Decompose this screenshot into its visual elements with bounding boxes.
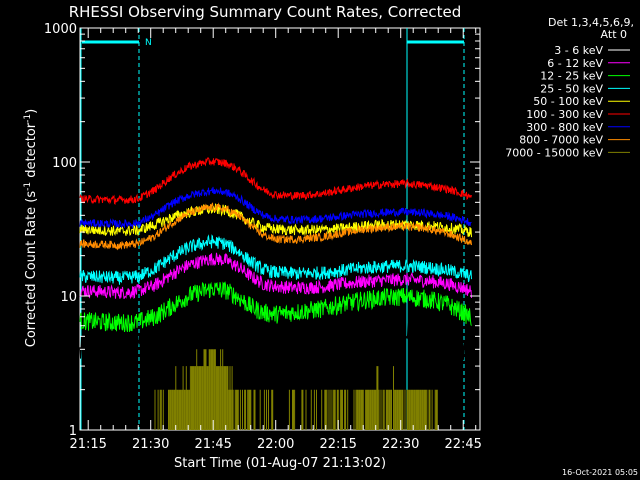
series-line [79, 234, 472, 285]
series-300-800-kev [79, 186, 472, 230]
series-50-100-kev [79, 203, 472, 238]
series-7000-15000-kev [154, 349, 438, 430]
x-tick-label: 21:30 [132, 437, 169, 452]
series-25-50-kev [79, 234, 472, 285]
legend-label-800-7000-kev: 800 - 7000 keV [519, 134, 603, 147]
y-axis-label-sup2: -1 [23, 114, 33, 123]
legend-header-attenuator: Att 0 [601, 28, 627, 41]
series-line [79, 271, 472, 372]
series-100-300-kev [79, 157, 472, 206]
y-tick-label: 10 [60, 290, 77, 305]
y-axis-label-part1: Corrected Count Rate (s [24, 191, 39, 348]
x-tick-label: 21:45 [194, 437, 231, 452]
legend-label-7000-15000-kev: 7000 - 15000 keV [505, 146, 603, 159]
y-tick-label: 100 [52, 156, 77, 171]
series-line [79, 202, 472, 251]
y-tick-label: 1000 [44, 22, 77, 37]
series-line [79, 252, 472, 300]
y-tick-label: 1 [69, 424, 77, 439]
observing-markers: N [80, 28, 465, 430]
x-tick-label: 21:15 [69, 437, 106, 452]
legend-header-detectors: Det 1,3,4,5,6,9, [548, 16, 634, 29]
data-series [79, 157, 472, 430]
legend-label-6-12-kev: 6 - 12 keV [547, 57, 603, 70]
series-line [79, 157, 472, 206]
legend-label-100-300-kev: 100 - 300 keV [526, 108, 603, 121]
series-6-12-kev [79, 252, 472, 300]
series-line [79, 281, 472, 333]
x-tick-label: 22:15 [319, 437, 356, 452]
marker-label: N [145, 38, 152, 48]
x-tick-label: 22:30 [382, 437, 419, 452]
legend-label-12-25-kev: 12 - 25 keV [540, 70, 603, 83]
series-line [154, 349, 438, 430]
footer-timestamp: 16-Oct-2021 05:05 [562, 468, 638, 477]
x-tick-label: 22:45 [444, 437, 481, 452]
chart-title: RHESSI Observing Summary Count Rates, Co… [69, 3, 462, 21]
axis-ticks: 1 10 100 1000 21:15 21:30 21:45 22:00 22:15 22:30… [44, 22, 482, 452]
legend-label-3-6-kev: 3 - 6 keV [554, 44, 603, 57]
series-line [79, 203, 472, 238]
series-3-6-kev [79, 271, 472, 372]
x-tick-label: 22:00 [257, 437, 294, 452]
series-line [79, 186, 472, 230]
series-12-25-kev [79, 281, 472, 333]
series-800-7000-kev [79, 202, 472, 251]
y-axis-label-sup1: -1 [23, 182, 33, 191]
legend-label-50-100-kev: 50 - 100 keV [533, 95, 603, 108]
legend-label-300-800-kev: 300 - 800 keV [526, 121, 603, 134]
y-axis-label-part3: ) [24, 109, 39, 114]
y-axis-label: Corrected Count Rate (s-1 detector-1) [23, 109, 39, 347]
x-axis-label: Start Time (01-Aug-07 21:13:02) [174, 456, 386, 471]
y-axis-label-part2: detector [24, 122, 39, 182]
legend-label-25-50-kev: 25 - 50 keV [540, 82, 603, 95]
